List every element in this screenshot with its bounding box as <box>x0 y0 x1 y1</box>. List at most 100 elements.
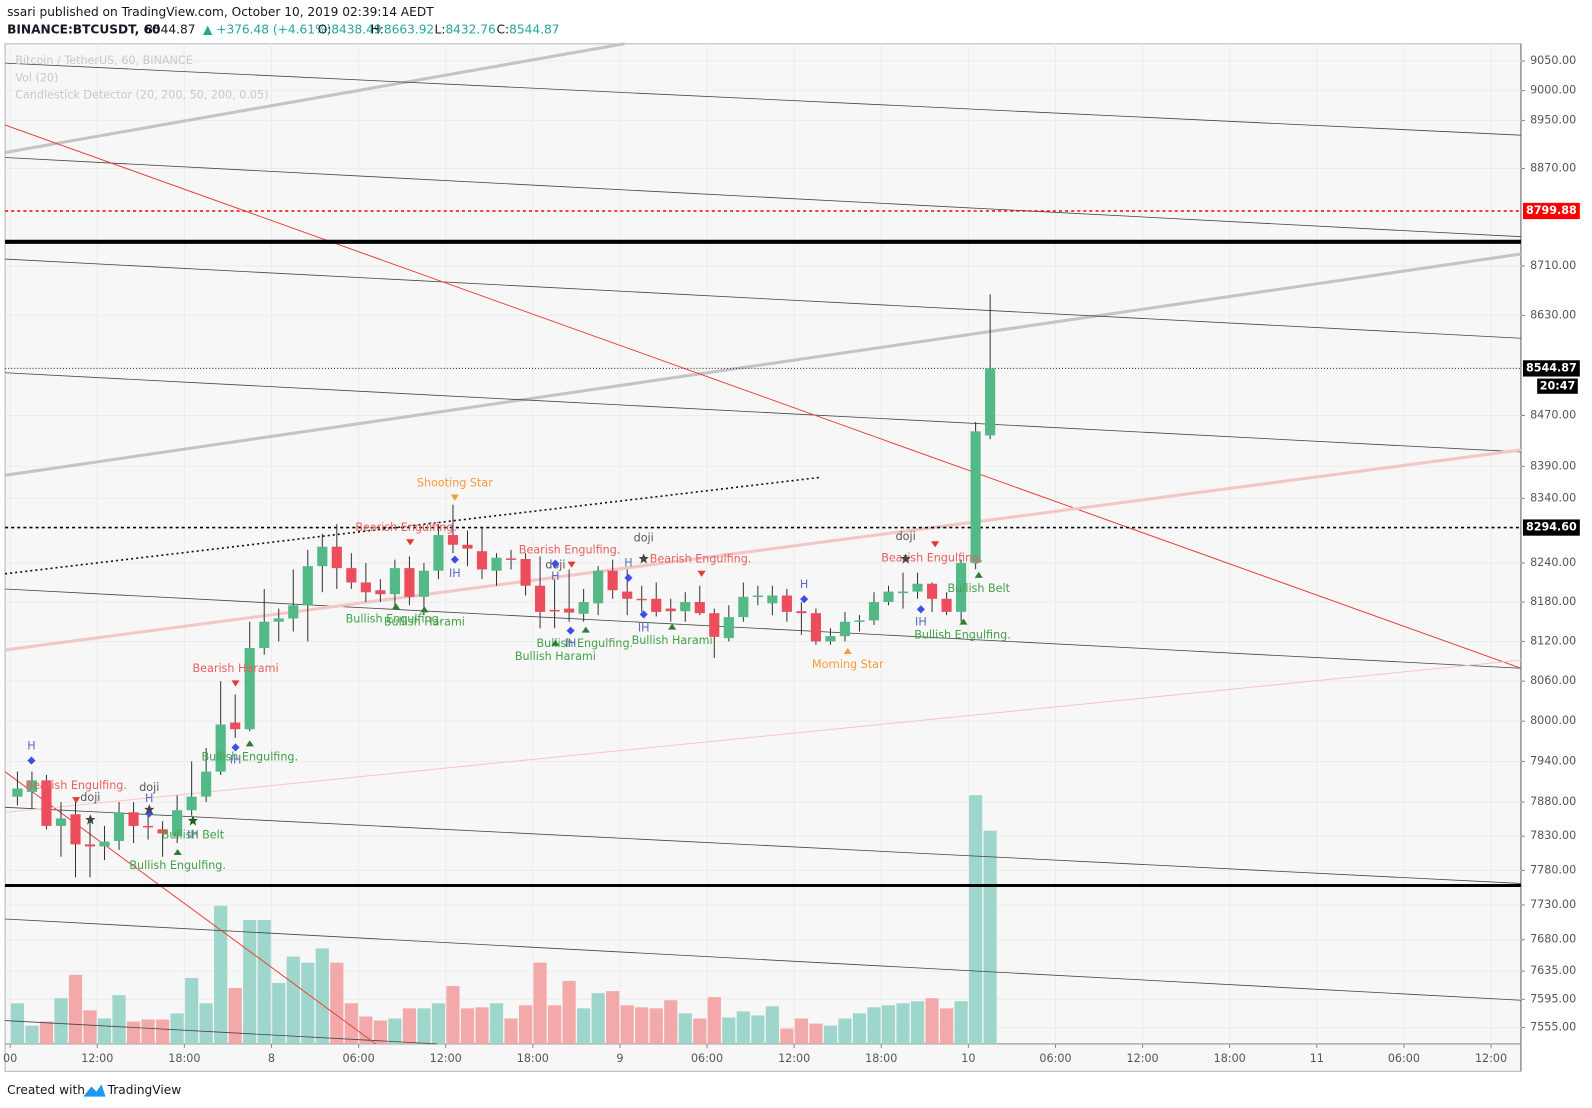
candle-body <box>172 810 183 837</box>
candle-body <box>883 591 894 603</box>
change-arrow: ▲ <box>203 22 213 36</box>
candle-body <box>41 780 52 826</box>
volume-bar <box>751 1015 765 1044</box>
x-tick-label: 12:00 <box>1475 1052 1507 1065</box>
x-tick-label: 10 <box>961 1052 975 1065</box>
candle-body <box>346 568 357 583</box>
candle-body <box>636 598 647 601</box>
level-label: 8294.60 <box>1526 521 1577 534</box>
candle-body <box>738 596 749 618</box>
high-value: 8663.92 <box>384 22 434 36</box>
countdown: 20:47 <box>1540 380 1576 393</box>
candle-body <box>868 602 880 621</box>
y-tick-label: 7830.00 <box>1530 829 1576 842</box>
candle-body <box>607 570 618 591</box>
trend-line <box>4 252 1522 477</box>
close-value: 8544.87 <box>509 22 559 36</box>
pattern-label: H <box>145 792 153 805</box>
candle-body <box>84 844 96 847</box>
pattern-label: Bearish Engulfing. <box>650 553 752 566</box>
candle-body <box>767 595 778 604</box>
volume-bar <box>243 920 257 1044</box>
x-tick-label: 06:00 <box>691 1052 723 1065</box>
pattern-marker <box>581 626 590 633</box>
candle-body <box>215 724 226 772</box>
volume-bar <box>620 1005 634 1044</box>
x-tick-label: 12:00 <box>81 1052 113 1065</box>
volume-bar <box>489 1003 504 1044</box>
y-tick-label: 7635.00 <box>1530 964 1576 977</box>
candle-body <box>128 812 139 826</box>
pattern-label: Bullish Engulfing. <box>129 859 226 872</box>
volume-bar <box>954 1001 968 1044</box>
candle-body <box>912 583 923 592</box>
volume-bar <box>126 1021 141 1044</box>
footer-brand: TradingView <box>107 1083 182 1097</box>
pattern-label: Bullish Engulfing. <box>346 612 443 625</box>
y-tick-label: 7780.00 <box>1530 863 1576 876</box>
candle-body <box>360 582 371 593</box>
quote-line: BINANCE:BTCUSDT, 60 8544.87 ▲ +376.48 (+… <box>7 22 559 36</box>
volume-bar <box>983 830 997 1044</box>
y-tick-label: 8630.00 <box>1530 308 1576 321</box>
candle-body <box>651 598 662 612</box>
pattern-marker <box>843 647 852 655</box>
pattern-label: Bullish Engulfing. <box>914 629 1011 642</box>
close-label: C: <box>496 22 509 36</box>
volume-bar <box>315 948 329 1044</box>
pattern-label: doji <box>80 791 100 804</box>
pattern-marker <box>27 756 36 765</box>
trend-line <box>4 448 1522 652</box>
candle-body <box>520 559 531 586</box>
volume-bar <box>460 1008 475 1044</box>
x-tick-label: 12:00 <box>430 1052 462 1065</box>
candle-body <box>433 535 444 571</box>
candle-body <box>897 591 909 594</box>
candle-body <box>404 568 415 597</box>
candle-body <box>375 590 386 595</box>
published: ssari published on TradingView.com, Octo… <box>7 5 434 19</box>
volume-bar <box>199 1003 213 1044</box>
candle-body <box>593 570 604 604</box>
candle-body <box>12 788 23 797</box>
candle-body <box>273 618 284 622</box>
candle-body <box>578 602 589 614</box>
pattern-label: Bearish Harami <box>193 662 279 675</box>
pattern-label: H <box>27 739 35 752</box>
candle-body <box>317 546 328 567</box>
trend-line <box>5 157 1521 238</box>
trend-line <box>5 806 1521 884</box>
pattern-marker <box>406 539 415 546</box>
volume-bar <box>867 1007 881 1044</box>
volume-bar <box>838 1018 852 1044</box>
x-tick-label: 06:00 <box>1388 1052 1420 1065</box>
level-label-box <box>1522 519 1580 536</box>
volume-bar <box>591 993 605 1044</box>
trend-line <box>5 1020 437 1045</box>
y-tick-label: 8710.00 <box>1530 259 1576 272</box>
volume-bar <box>185 977 199 1044</box>
candle-body <box>810 613 821 642</box>
legend-entry: Vol (20) <box>15 71 58 84</box>
candle-body <box>694 602 705 614</box>
y-tick-label: 9050.00 <box>1530 54 1576 67</box>
volume-bar <box>373 1020 387 1044</box>
volume-bar <box>780 1028 794 1044</box>
volume-bar <box>722 1017 736 1044</box>
volume-bar <box>896 1003 910 1044</box>
pattern-label: Bullish Belt <box>948 582 1011 595</box>
pattern-label: IH <box>638 622 650 635</box>
candle-body <box>462 544 473 549</box>
candle-body <box>839 621 851 637</box>
volume-bar <box>97 1018 112 1044</box>
candle-body <box>331 546 342 569</box>
x-tick-label: 8 <box>268 1052 275 1065</box>
pattern-marker <box>900 553 911 564</box>
last-price-label: 8544.87 <box>1526 361 1577 374</box>
candle-body <box>549 609 560 612</box>
last-price-box <box>1522 360 1580 377</box>
candle-body <box>259 621 270 649</box>
volume-bar <box>112 995 126 1044</box>
candle-body <box>113 812 125 841</box>
